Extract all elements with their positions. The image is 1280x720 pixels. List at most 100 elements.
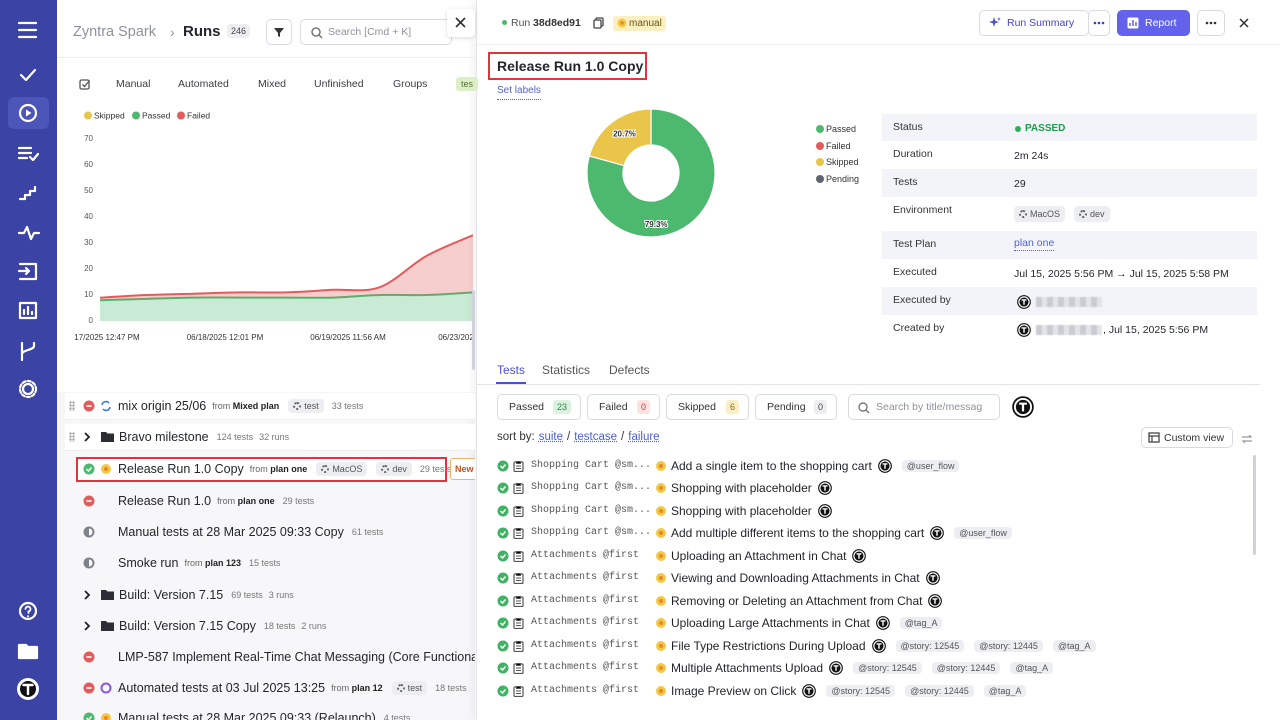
test-plan-link[interactable]: plan one	[1014, 237, 1055, 251]
from-label: from	[249, 464, 268, 474]
sort-option[interactable]: failure	[628, 431, 660, 443]
runs-tab[interactable]: Unfinished	[314, 78, 364, 90]
button-label: Report	[1145, 17, 1177, 29]
set-labels-link[interactable]: Set labels	[497, 85, 541, 100]
sort-option[interactable]: suite	[538, 431, 564, 443]
test-row[interactable]: Attachments @first Uploading Large Attach…	[490, 612, 1250, 634]
run-row[interactable]: Automated tests at 03 Jul 2025 13:25 from…	[57, 677, 475, 699]
runs-tab[interactable]: Automated	[178, 78, 229, 90]
steps-icon[interactable]	[18, 185, 37, 201]
help-icon[interactable]	[18, 601, 38, 621]
run-row[interactable]: Release Run 1.0 from plan one 29 tests	[57, 490, 475, 512]
pass-icon	[497, 505, 509, 517]
run-row[interactable]: LMP-587 Implement Real-Time Chat Messagi…	[57, 646, 475, 668]
test-tag: @story: 12445	[931, 662, 1001, 675]
test-row[interactable]: Attachments @first Image Preview on Click…	[490, 680, 1250, 702]
pulse-icon[interactable]	[17, 225, 41, 241]
test-row[interactable]: Shopping Cart @sm... Shopping with placeh…	[490, 477, 1250, 499]
run-row[interactable]: Bravo milestone 124 tests 32 runs	[57, 426, 475, 448]
test-row[interactable]: Shopping Cart @sm... Add a single item to…	[490, 455, 1250, 477]
test-row[interactable]: Attachments @first Viewing and Downloadin…	[490, 567, 1250, 589]
run-row[interactable]: Manual tests at 28 Mar 2025 09:33 Copy 61…	[57, 521, 475, 543]
test-row[interactable]: Attachments @first File Type Restrictions…	[490, 635, 1250, 657]
menu-icon[interactable]	[17, 21, 38, 39]
copy-icon[interactable]	[593, 17, 604, 29]
test-row[interactable]: Attachments @first Removing or Deleting a…	[490, 590, 1250, 612]
env-tag: MacOS	[1014, 206, 1066, 222]
filter-button[interactable]	[266, 19, 292, 45]
test-row-content: Uploading Large Attachments in Chat @tag_…	[671, 612, 943, 634]
detail-tab[interactable]: Defects	[609, 363, 650, 377]
select-icon[interactable]	[79, 78, 91, 90]
run-type-icon	[99, 462, 113, 476]
test-title: Removing or Deleting an Attachment from …	[671, 593, 923, 608]
run-tag: dev	[376, 462, 412, 476]
test-row[interactable]: Shopping Cart @sm... Shopping with placeh…	[490, 500, 1250, 522]
status-icon	[83, 526, 95, 538]
expand-chevron	[83, 589, 91, 601]
import-icon[interactable]	[17, 262, 38, 281]
test-row-content: Viewing and Downloading Attachments in C…	[671, 567, 940, 589]
button-label: Run Summary	[1007, 17, 1075, 29]
run-row[interactable]: Release Run 1.0 Copy from plan one MacOS de…	[57, 458, 475, 480]
test-search-box[interactable]: Search by title/messag	[848, 394, 1000, 420]
test-row[interactable]: Attachments @first Uploading an Attachmen…	[490, 545, 1250, 567]
filter-chip[interactable]: Failed 0	[587, 394, 660, 420]
test-row[interactable]: Attachments @first Multiple Attachments U…	[490, 657, 1250, 679]
run-row[interactable]: Build: Version 7.15 Copy 18 tests 2 runs	[57, 615, 475, 637]
list-icon[interactable]	[17, 146, 40, 162]
detail-tab[interactable]: Tests	[497, 363, 526, 377]
project-name[interactable]: Zyntra Spark	[73, 24, 156, 40]
sidebar	[0, 0, 57, 720]
run-type-tag: manual	[613, 15, 666, 31]
more-button[interactable]	[1088, 10, 1110, 36]
tag-text: manual	[629, 17, 662, 29]
settings-icon[interactable]	[21, 382, 35, 396]
test-title: Viewing and Downloading Attachments in C…	[671, 571, 920, 586]
detail-row	[882, 114, 1257, 141]
suite-name: Shopping Cart @sm...	[531, 527, 652, 539]
run-name: LMP-587 Implement Real-Time Chat Messagi…	[118, 650, 475, 664]
branch-icon[interactable]	[20, 341, 36, 362]
run-row[interactable]: Build: Version 7.15 69 tests 3 runs	[57, 584, 475, 606]
legend-label: Failed	[826, 140, 851, 151]
more-button[interactable]	[1197, 10, 1225, 36]
run-row[interactable]: Smoke run from plan 123 15 tests	[57, 552, 475, 574]
run-summary-button[interactable]: Run Summary	[979, 10, 1089, 36]
sort-option[interactable]: testcase	[574, 431, 618, 443]
close-panel-button[interactable]	[447, 9, 475, 37]
test-row[interactable]: Shopping Cart @sm... Add multiple differe…	[490, 522, 1250, 544]
test-tag: @story: 12445	[905, 684, 974, 697]
runs-tab[interactable]: Mixed	[258, 78, 287, 90]
filter-chip[interactable]: Pending 0	[755, 394, 837, 420]
detail-tab[interactable]: Statistics	[542, 363, 591, 377]
area-fill	[100, 292, 473, 321]
test-tag: @tag_A	[899, 617, 943, 630]
runs-icon[interactable]	[18, 103, 38, 123]
tabs-divider	[477, 384, 1260, 385]
filter-chip[interactable]: Passed 23	[497, 394, 581, 420]
run-row[interactable]: mix origin 25/06 from Mixed plan test 33 te…	[57, 395, 475, 417]
view-settings-icon[interactable]	[1240, 432, 1254, 444]
t-avatar-wrap	[875, 616, 890, 631]
close-button[interactable]	[1236, 15, 1252, 31]
folder-icon[interactable]	[17, 643, 39, 660]
y-tick-label: 70	[84, 134, 93, 143]
detail-value: , Jul 15, 2025 5:56 PM	[1103, 324, 1209, 336]
run-tests: 29 tests	[282, 496, 315, 506]
expand-chevron	[83, 620, 91, 632]
custom-view-button[interactable]: Custom view	[1141, 427, 1233, 448]
status-icon	[83, 495, 95, 507]
analytics-icon[interactable]	[18, 301, 38, 320]
runs-tab[interactable]: Groups	[393, 78, 428, 90]
chip-label: Failed	[599, 401, 628, 413]
report-button[interactable]: Report	[1117, 10, 1190, 36]
runs-tab[interactable]: Manual	[116, 78, 151, 90]
filter-chip[interactable]: Skipped 6	[666, 394, 749, 420]
check-icon[interactable]	[19, 68, 37, 82]
from-label: from	[212, 401, 231, 411]
breadcrumb-separator: ›	[170, 24, 175, 40]
run-row-content: Build: Version 7.15 Copy 18 tests 2 runs	[119, 615, 326, 637]
run-row[interactable]: Manual tests at 28 Mar 2025 09:33 (Relau…	[57, 707, 475, 720]
test-row-content: Removing or Deleting an Attachment from …	[671, 590, 943, 612]
